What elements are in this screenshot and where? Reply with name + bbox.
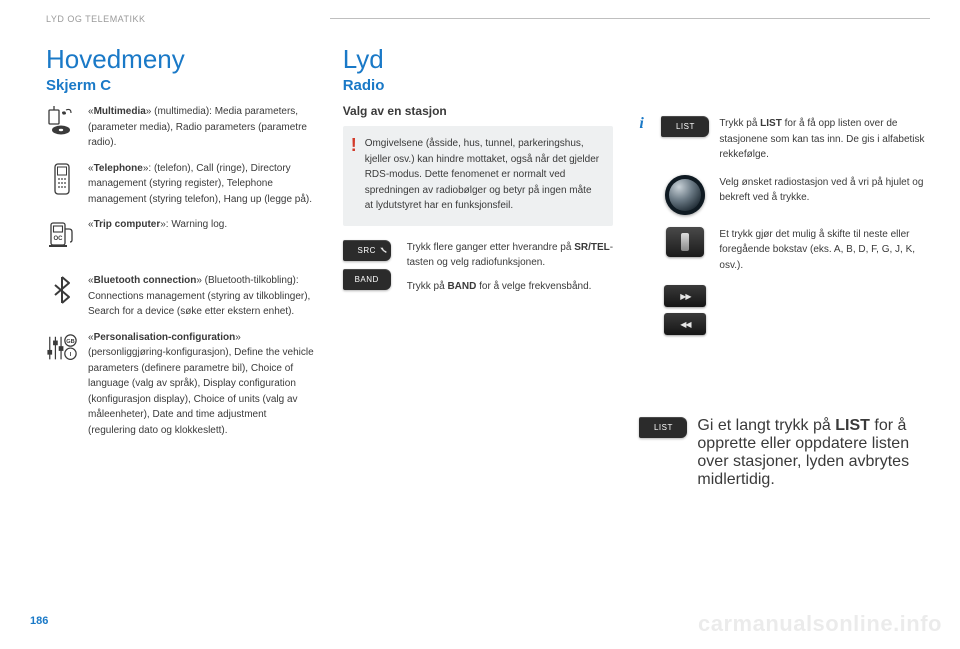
seek-forward-icon: ▶▶ (664, 285, 706, 307)
dial-wrap (661, 175, 709, 215)
col-hovedmeny: Hovedmeny Skjerm C «Multimedia» (multime… (46, 44, 317, 489)
list-button-1: LIST (661, 116, 709, 137)
seek-fwd-wrap: ▶▶ (661, 285, 709, 307)
rocker-wrap (661, 227, 709, 257)
trip-desc: «Trip computer»: Warning log. (88, 217, 227, 233)
menu-item-personalisation: GB I «Personalisation-configuration» (pe… (46, 330, 317, 439)
bluetooth-icon (46, 273, 78, 305)
col2-subtitle: Radio (343, 77, 614, 94)
col1-subtitle: Skjerm C (46, 77, 317, 94)
info-icon: i (639, 116, 651, 132)
seek-back-icon: ◀◀ (664, 313, 706, 335)
list-btn-wrap-1: LIST (661, 116, 709, 137)
band-desc: Trykk på BAND for å velge frekvensbånd. (407, 279, 614, 295)
menu-item-trip: OC «Trip computer»: Warning log. (46, 217, 317, 249)
header-rule (330, 18, 930, 19)
multimedia-icon (46, 104, 78, 136)
sliders-icon: GB I (46, 330, 78, 366)
list-row-1: i LIST Trykk på LIST for å få opp listen… (639, 116, 930, 163)
rocker-row: Et trykk gjør det mulig å skifte til nes… (639, 227, 930, 274)
col3-top-spacer (639, 44, 930, 116)
button-stack: SRC BAND (343, 240, 397, 290)
src-band-row: SRC BAND Trykk flere ganger etter hveran… (343, 240, 614, 295)
bluetooth-desc: «Bluetooth connection» (Bluetooth-tilkob… (88, 273, 317, 320)
list-btn-wrap-2: LIST (639, 417, 687, 438)
menu-item-multimedia: «Multimedia» (multimedia): Media paramet… (46, 104, 317, 151)
seek-back-row: ◀◀ (639, 313, 930, 335)
seek-fwd-row: ▶▶ (639, 285, 930, 307)
section-label: LYD OG TELEMATIKK (46, 14, 146, 24)
dial-row: Velg ønsket radiostasjon ved å vri på hj… (639, 175, 930, 215)
phone-icon (46, 161, 78, 197)
svg-text:OC: OC (54, 236, 64, 242)
src-button: SRC (343, 240, 391, 261)
svg-text:I: I (70, 352, 72, 358)
dial-desc: Velg ønsket radiostasjon ved å vri på hj… (719, 175, 930, 206)
col2-title: Lyd (343, 44, 614, 75)
src-button-label: SRC (358, 246, 376, 255)
watermark: carmanualsonline.info (698, 611, 942, 637)
phone-glyph-icon (379, 246, 387, 254)
spacer (46, 259, 317, 273)
src-desc: Trykk flere ganger etter hverandre på SR… (407, 240, 614, 271)
col-lyd: Lyd Radio Valg av en stasjon ! Omgivelse… (343, 44, 614, 489)
rocker-switch-icon (666, 227, 704, 257)
menu-item-telephone: «Telephone»: (telefon), Call (ringe), Di… (46, 161, 317, 208)
list-desc-2: Gi et langt trykk på LIST for å opprette… (697, 417, 930, 489)
col-controls: i LIST Trykk på LIST for å få opp listen… (639, 44, 930, 489)
warning-text: Omgivelsene (åsside, hus, tunnel, parker… (365, 136, 602, 214)
list-desc-1: Trykk på LIST for å få opp listen over d… (719, 116, 930, 163)
list-button-2: LIST (639, 417, 687, 438)
columns: Hovedmeny Skjerm C «Multimedia» (multime… (46, 44, 930, 489)
page-root: LYD OG TELEMATIKK Hovedmeny Skjerm C (0, 0, 960, 649)
seek-back-wrap: ◀◀ (661, 313, 709, 335)
list-row-2: LIST Gi et langt trykk på LIST for å opp… (639, 417, 930, 489)
warning-box: ! Omgivelsene (åsside, hus, tunnel, park… (343, 126, 614, 226)
multimedia-desc: «Multimedia» (multimedia): Media paramet… (88, 104, 317, 151)
rocker-desc: Et trykk gjør det mulig å skifte til nes… (719, 227, 930, 274)
menu-item-bluetooth: «Bluetooth connection» (Bluetooth-tilkob… (46, 273, 317, 320)
band-button: BAND (343, 269, 391, 290)
page-number: 186 (30, 615, 48, 627)
fuel-pump-icon: OC (46, 217, 78, 249)
col1-title: Hovedmeny (46, 44, 317, 75)
rotary-dial-icon (665, 175, 705, 215)
col2-subsub: Valg av en stasjon (343, 104, 614, 118)
warning-icon: ! (351, 136, 357, 214)
svg-text:GB: GB (66, 338, 74, 344)
personalisation-desc: «Personalisation-configuration» (personl… (88, 330, 317, 439)
telephone-desc: «Telephone»: (telefon), Call (ringe), Di… (88, 161, 317, 208)
src-band-desc: Trykk flere ganger etter hverandre på SR… (407, 240, 614, 295)
